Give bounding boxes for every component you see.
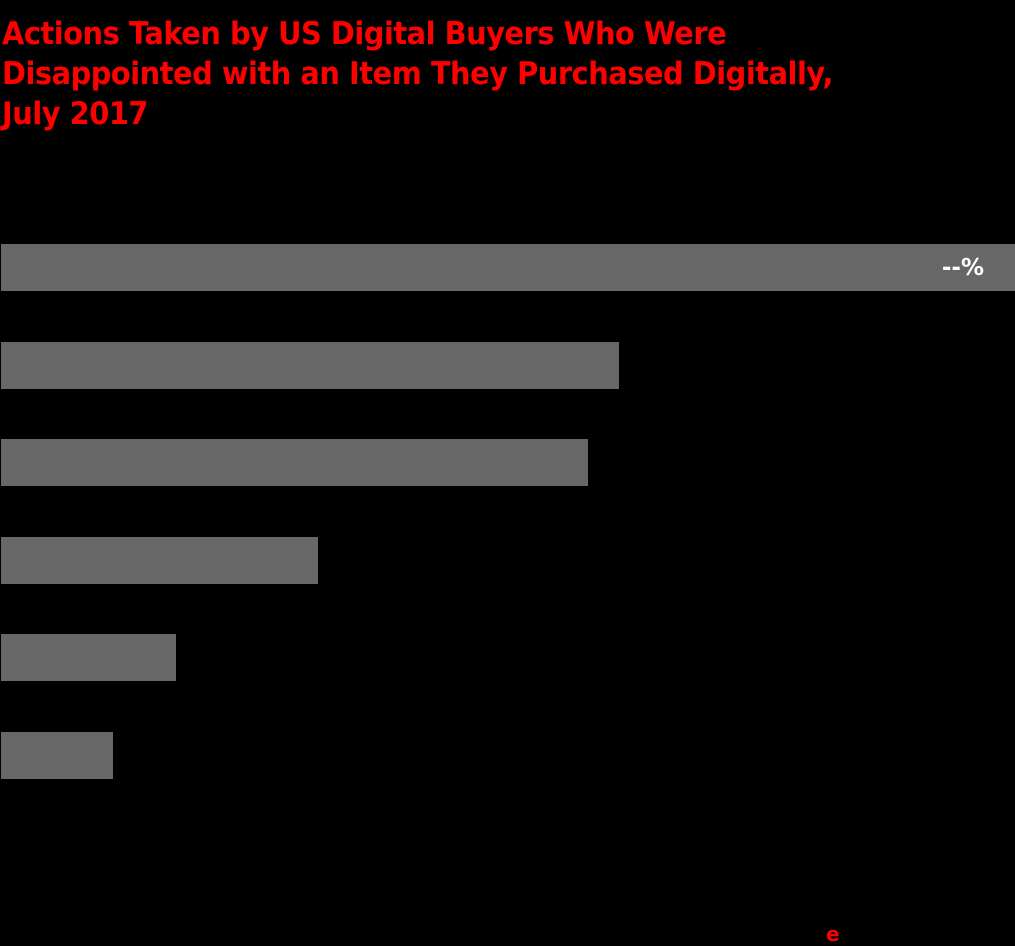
bar-2 bbox=[1, 342, 619, 389]
chart-title-line-3: July 2017 bbox=[2, 96, 149, 132]
bar-5 bbox=[1, 634, 176, 681]
bar-4 bbox=[1, 537, 318, 584]
bar-3 bbox=[1, 439, 588, 486]
bar-1: --% bbox=[1, 244, 1015, 291]
chart-title-line-1: Actions Taken by US Digital Buyers Who W… bbox=[2, 16, 727, 52]
chart-title-line-2: Disappointed with an Item They Purchased… bbox=[2, 56, 833, 92]
bar-1-value-label: --% bbox=[941, 255, 984, 281]
chart-title: Actions Taken by US Digital Buyers Who W… bbox=[2, 14, 941, 134]
bar-6 bbox=[1, 732, 113, 779]
brand-logo-icon: e bbox=[826, 922, 840, 946]
